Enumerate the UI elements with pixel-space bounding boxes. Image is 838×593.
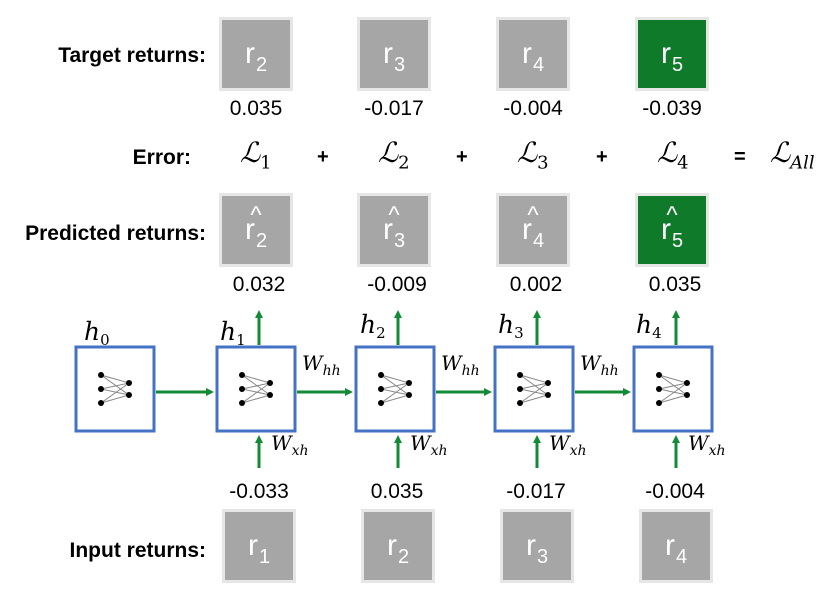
rnn-cell-h3 [493, 345, 575, 433]
weight-xh-label: Wxh [688, 431, 725, 459]
rnn-cell-h4 [632, 345, 714, 433]
loss-term: ℒ2 [378, 136, 410, 174]
error-label: Error: [132, 146, 191, 169]
target-return-box: r2 [219, 17, 293, 91]
input-value: 0.035 [370, 480, 424, 503]
predicted-return-box: ^ r3 [357, 193, 431, 267]
weight-xh-label: Wxh [410, 431, 447, 459]
weight-hh-label: Whh [302, 351, 341, 379]
rnn-cell-h1 [215, 345, 297, 433]
input-return-box: r1 [222, 509, 296, 583]
target-return-box: r4 [496, 17, 570, 91]
rnn-diagram: h0 h1 h2 h3 h4 Whh Whh Whh Wxh Wxh Wxh W… [74, 310, 725, 468]
input-returns-label: Input returns: [69, 539, 207, 562]
input-return-box: r4 [639, 509, 713, 583]
input-return-box: r2 [361, 509, 435, 583]
weight-hh-label: Whh [441, 351, 480, 379]
hidden-state-label: h1 [220, 317, 246, 349]
loss-term: ℒ4 [657, 136, 689, 174]
target-value: -0.039 [642, 97, 702, 120]
hidden-state-label: h3 [498, 310, 524, 342]
weight-xh-label: Wxh [271, 431, 308, 459]
input-value: -0.004 [645, 480, 705, 503]
input-arrows [255, 435, 680, 468]
target-value: 0.035 [229, 97, 283, 120]
predicted-value: -0.009 [367, 273, 427, 296]
predicted-return-box-final: ^ r5 [635, 193, 709, 267]
output-arrows [255, 310, 680, 345]
predicted-return-box: ^ r2 [219, 193, 293, 267]
plus-sign: + [596, 146, 608, 168]
target-value: -0.017 [364, 97, 424, 120]
predicted-value: 0.002 [509, 273, 563, 296]
predicted-value: 0.035 [648, 273, 702, 296]
predicted-value: 0.032 [232, 273, 286, 296]
target-value: -0.004 [503, 97, 563, 120]
hidden-state-label: h4 [636, 310, 662, 342]
input-value: -0.033 [229, 480, 289, 503]
predicted-returns-label: Predicted returns: [25, 222, 206, 245]
weight-xh-label: Wxh [549, 431, 586, 459]
rnn-cell-h2 [354, 345, 436, 433]
rnn-cell-h0 [74, 345, 156, 433]
weight-hh-label: Whh [580, 351, 619, 379]
loss-term: ℒ3 [517, 136, 549, 174]
input-return-box: r3 [500, 509, 574, 583]
target-returns-label: Target returns: [58, 44, 206, 67]
input-value: -0.017 [506, 480, 566, 503]
target-return-box-final: r5 [635, 17, 709, 91]
plus-sign: + [317, 146, 329, 168]
target-return-box: r3 [357, 17, 431, 91]
loss-term: ℒ1 [240, 136, 272, 174]
predicted-return-box: ^ r4 [496, 193, 570, 267]
hidden-state-label: h2 [360, 310, 386, 342]
plus-sign: + [456, 146, 468, 168]
hidden-state-label: h0 [84, 317, 110, 349]
equals-sign: = [734, 146, 746, 168]
total-loss: ℒAll [770, 136, 815, 174]
